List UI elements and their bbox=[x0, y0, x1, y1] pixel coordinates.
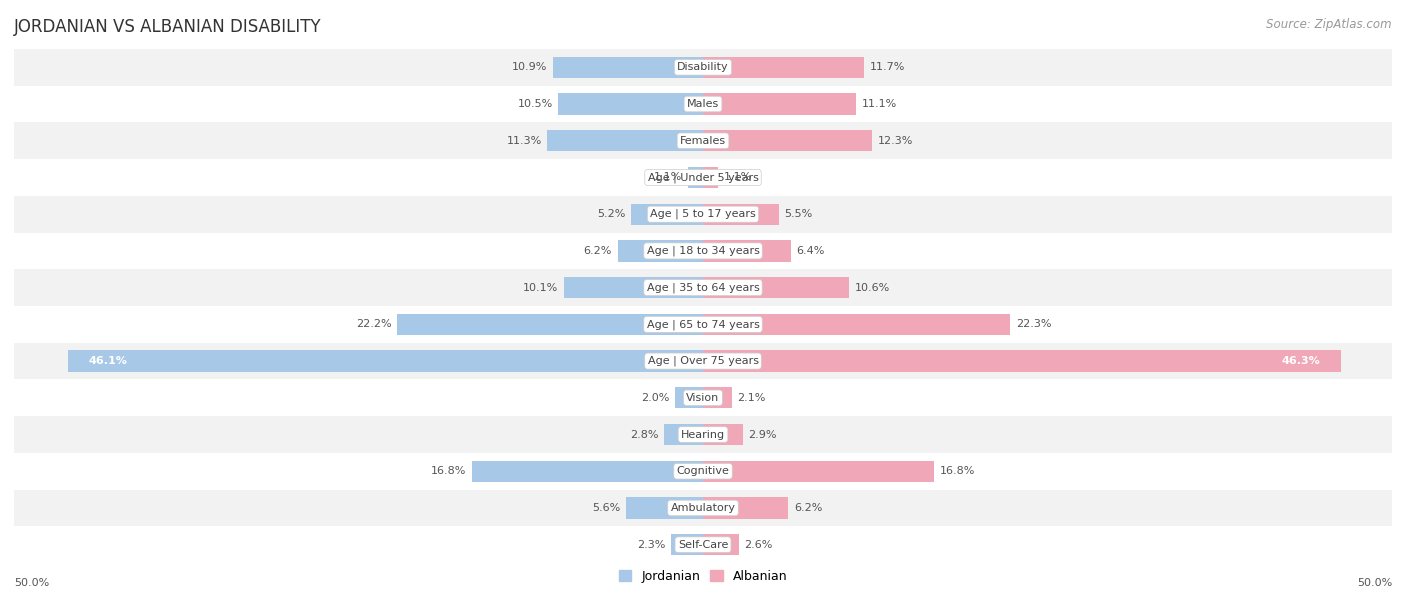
Text: 50.0%: 50.0% bbox=[14, 578, 49, 588]
Bar bbox=[703, 241, 792, 261]
Bar bbox=[626, 498, 703, 518]
Text: 2.9%: 2.9% bbox=[748, 430, 778, 439]
Bar bbox=[14, 343, 1392, 379]
Bar bbox=[703, 204, 779, 225]
Bar bbox=[547, 130, 703, 151]
Text: 2.3%: 2.3% bbox=[637, 540, 666, 550]
Text: Hearing: Hearing bbox=[681, 430, 725, 439]
Text: 1.1%: 1.1% bbox=[724, 173, 752, 182]
Text: 6.2%: 6.2% bbox=[583, 246, 612, 256]
Text: 2.0%: 2.0% bbox=[641, 393, 669, 403]
Text: 1.1%: 1.1% bbox=[654, 173, 682, 182]
Bar bbox=[675, 387, 703, 408]
Text: Vision: Vision bbox=[686, 393, 720, 403]
Text: 22.3%: 22.3% bbox=[1015, 319, 1052, 329]
Legend: Jordanian, Albanian: Jordanian, Albanian bbox=[614, 565, 792, 588]
Bar bbox=[14, 122, 1392, 159]
Text: 5.5%: 5.5% bbox=[785, 209, 813, 219]
Bar bbox=[703, 57, 865, 78]
Bar bbox=[14, 86, 1392, 122]
Bar bbox=[14, 416, 1392, 453]
Bar bbox=[14, 196, 1392, 233]
Bar bbox=[617, 241, 703, 261]
Text: 5.2%: 5.2% bbox=[598, 209, 626, 219]
Text: Age | 5 to 17 years: Age | 5 to 17 years bbox=[650, 209, 756, 220]
Text: 10.9%: 10.9% bbox=[512, 62, 547, 72]
Bar bbox=[703, 94, 856, 114]
Text: Self-Care: Self-Care bbox=[678, 540, 728, 550]
Text: 16.8%: 16.8% bbox=[430, 466, 465, 476]
Bar bbox=[631, 204, 703, 225]
Text: Age | 65 to 74 years: Age | 65 to 74 years bbox=[647, 319, 759, 330]
Bar bbox=[703, 498, 789, 518]
Bar bbox=[703, 424, 742, 445]
Bar bbox=[703, 167, 718, 188]
Bar bbox=[14, 233, 1392, 269]
Bar bbox=[14, 453, 1392, 490]
Bar bbox=[703, 277, 849, 298]
Text: 2.1%: 2.1% bbox=[738, 393, 766, 403]
Bar bbox=[14, 159, 1392, 196]
Text: Females: Females bbox=[681, 136, 725, 146]
Bar bbox=[396, 314, 703, 335]
Bar bbox=[703, 387, 733, 408]
Text: 10.5%: 10.5% bbox=[517, 99, 553, 109]
Text: Ambulatory: Ambulatory bbox=[671, 503, 735, 513]
Bar bbox=[703, 314, 1011, 335]
Text: Cognitive: Cognitive bbox=[676, 466, 730, 476]
Bar bbox=[688, 167, 703, 188]
Text: 10.1%: 10.1% bbox=[523, 283, 558, 293]
Text: JORDANIAN VS ALBANIAN DISABILITY: JORDANIAN VS ALBANIAN DISABILITY bbox=[14, 18, 322, 36]
Bar bbox=[14, 49, 1392, 86]
Bar bbox=[564, 277, 703, 298]
Bar bbox=[14, 379, 1392, 416]
Text: 6.4%: 6.4% bbox=[797, 246, 825, 256]
Text: 11.7%: 11.7% bbox=[870, 62, 905, 72]
Text: 5.6%: 5.6% bbox=[592, 503, 620, 513]
Bar bbox=[14, 526, 1392, 563]
Text: Males: Males bbox=[688, 99, 718, 109]
Text: 16.8%: 16.8% bbox=[941, 466, 976, 476]
Bar bbox=[67, 351, 703, 371]
Bar bbox=[14, 269, 1392, 306]
Text: Disability: Disability bbox=[678, 62, 728, 72]
Text: 11.3%: 11.3% bbox=[506, 136, 541, 146]
Bar bbox=[703, 130, 873, 151]
Bar bbox=[471, 461, 703, 482]
Text: Source: ZipAtlas.com: Source: ZipAtlas.com bbox=[1267, 18, 1392, 31]
Bar bbox=[671, 534, 703, 555]
Text: 6.2%: 6.2% bbox=[794, 503, 823, 513]
Text: 11.1%: 11.1% bbox=[862, 99, 897, 109]
Text: 10.6%: 10.6% bbox=[855, 283, 890, 293]
Bar bbox=[553, 57, 703, 78]
Text: 2.8%: 2.8% bbox=[630, 430, 659, 439]
Bar bbox=[703, 534, 738, 555]
Text: 2.6%: 2.6% bbox=[744, 540, 773, 550]
Text: 46.3%: 46.3% bbox=[1281, 356, 1320, 366]
Text: Age | 18 to 34 years: Age | 18 to 34 years bbox=[647, 245, 759, 256]
Text: 12.3%: 12.3% bbox=[877, 136, 914, 146]
Bar bbox=[14, 490, 1392, 526]
Text: 22.2%: 22.2% bbox=[356, 319, 392, 329]
Text: Age | 35 to 64 years: Age | 35 to 64 years bbox=[647, 282, 759, 293]
Bar bbox=[703, 351, 1341, 371]
Text: 46.1%: 46.1% bbox=[89, 356, 128, 366]
Bar bbox=[558, 94, 703, 114]
Bar bbox=[665, 424, 703, 445]
Bar bbox=[703, 461, 935, 482]
Text: Age | Under 5 years: Age | Under 5 years bbox=[648, 172, 758, 183]
Bar bbox=[14, 306, 1392, 343]
Text: Age | Over 75 years: Age | Over 75 years bbox=[648, 356, 758, 367]
Text: 50.0%: 50.0% bbox=[1357, 578, 1392, 588]
